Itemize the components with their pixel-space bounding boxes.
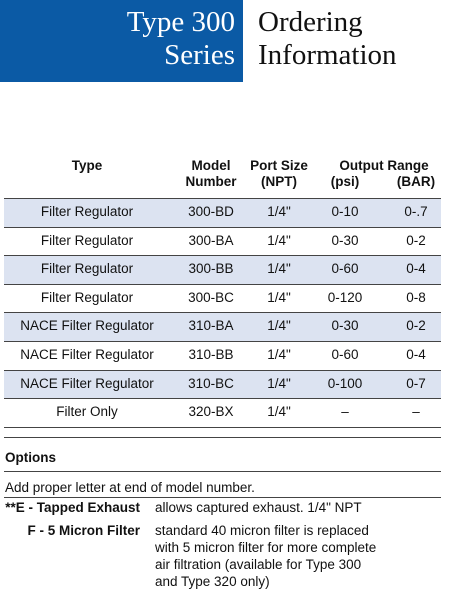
table-cell: Filter Regulator [40, 204, 134, 219]
table-cell: 1/4" [267, 289, 291, 305]
table-cell: 320-BX [188, 404, 234, 420]
table-cell: 310-BA [188, 318, 234, 334]
column-header: (BAR) [396, 174, 436, 189]
table-cell: Filter Regulator [40, 289, 134, 305]
option-description: air filtration (available for Type 300 [155, 557, 362, 572]
option-description: standard 40 micron filter is replaced [155, 523, 369, 538]
table-cell: NACE Filter Regulator [20, 347, 154, 362]
page-title-line: Information [258, 39, 397, 71]
series-title: Type 300 Series [127, 6, 235, 72]
column-header-line: (NPT) [260, 174, 297, 189]
row-shade [4, 370, 441, 399]
row-shade [4, 313, 441, 341]
column-header: Model Number [185, 158, 236, 190]
rule [4, 226, 441, 228]
option-description: with 5 micron filter for more complete [155, 540, 377, 555]
table-cell: NACE Filter Regulator [20, 318, 154, 334]
table-cell: 1/4" [267, 404, 291, 420]
column-header: (psi) [330, 174, 360, 189]
table-cell: 0-120 [327, 289, 363, 305]
table-cell: 0-30 [331, 232, 359, 248]
table-cell: Filter Regulator [40, 232, 134, 248]
page-title: Ordering Information [258, 6, 397, 72]
table-cell: 1/4" [267, 347, 291, 362]
series-title-line: Series [164, 39, 235, 71]
table-cell: 310-BC [188, 375, 234, 391]
table-cell: NACE Filter Regulator [20, 375, 154, 391]
rule [4, 497, 441, 498]
options-title: Options [5, 450, 56, 465]
header-band [0, 0, 243, 82]
table-cell: 0-60 [331, 261, 359, 277]
table-cell: 1/4" [267, 204, 291, 219]
table-cell: 0-2 [406, 232, 426, 248]
table-cell: 0-7 [406, 375, 426, 391]
rule [4, 426, 441, 428]
table-cell: 300-BD [188, 204, 234, 219]
table-cell: 310-BB [188, 347, 234, 362]
table-cell: – [412, 404, 420, 420]
rule [4, 369, 441, 371]
table-cell: 0-4 [406, 261, 426, 277]
options-note: Add proper letter at end of model number… [5, 480, 255, 495]
table-cell: 1/4" [267, 375, 291, 391]
table-cell: Filter Only [56, 404, 118, 420]
rule [4, 471, 441, 472]
table-cell: – [341, 404, 349, 420]
column-header-line: Number [185, 174, 237, 189]
table-cell: 1/4" [267, 318, 291, 334]
column-header-line: Model [191, 158, 231, 173]
column-header: Output Range [339, 158, 429, 173]
series-title-line: Type 300 [126, 6, 235, 38]
table-cell: 0-.7 [404, 204, 428, 219]
table-cell: 300-BA [188, 232, 234, 248]
rule [4, 198, 441, 199]
option-description: allows captured exhaust. 1/4" NPT [155, 500, 362, 515]
rule [4, 437, 441, 438]
row-shade [4, 256, 441, 284]
rule [4, 398, 441, 400]
table-cell: 0-4 [406, 347, 426, 362]
table-cell: 1/4" [267, 261, 291, 277]
option-label: F - 5 Micron Filter [27, 523, 140, 538]
table-cell: 0-2 [406, 318, 426, 334]
table-cell: 0-100 [327, 375, 363, 391]
option-label: **E - Tapped Exhaust [5, 500, 140, 515]
page-title-line: Ordering [258, 6, 363, 38]
table-cell: 300-BC [188, 289, 234, 305]
rule [4, 312, 441, 314]
column-header: Port Size (NPT) [250, 158, 308, 190]
table-cell: 0-60 [331, 347, 359, 362]
table-cell: 0-10 [331, 204, 359, 219]
table-cell: 0-8 [406, 289, 426, 305]
column-header: Type [71, 158, 103, 173]
option-description: and Type 320 only) [155, 574, 270, 589]
table-cell: Filter Regulator [40, 261, 134, 277]
rule [4, 255, 441, 257]
table-cell: 1/4" [267, 232, 291, 248]
table-cell: 0-30 [331, 318, 359, 334]
row-shade [4, 199, 441, 227]
column-header-line: Port Size [250, 158, 308, 173]
table-cell: 300-BB [188, 261, 234, 277]
rule [4, 341, 441, 342]
rule [4, 283, 441, 285]
